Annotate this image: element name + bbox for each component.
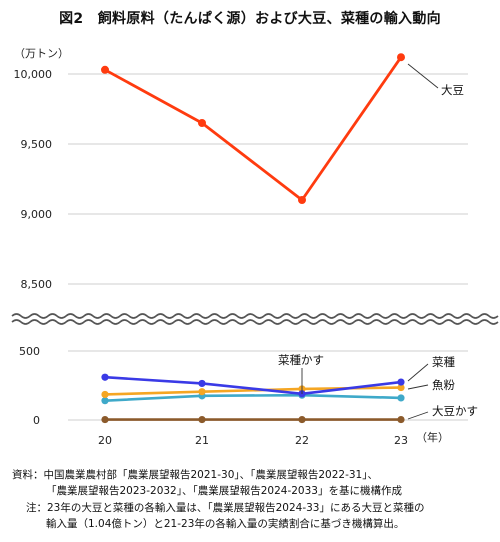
note-line-1: 注：23年の大豆と菜種の各輸入量は、「農業展望報告2024-33」にある大豆と菜…	[26, 502, 425, 514]
x-tick-label: 21	[195, 434, 209, 447]
data-point	[198, 379, 206, 388]
axis-break-band	[12, 314, 498, 324]
y-tick-label: 10,000	[14, 68, 53, 81]
label-rapeseed: 菜種	[432, 355, 455, 369]
y-tick-label: 9,500	[21, 138, 53, 151]
leader-line	[407, 363, 429, 382]
label-soy: 大豆	[441, 83, 464, 97]
series-line-1	[104, 375, 402, 396]
data-point	[101, 373, 109, 381]
data-point	[298, 196, 306, 204]
label-fishmeal: 魚粉	[432, 378, 455, 392]
source-line-2: 「農業展望報告2023-2032」、「農業展望報告2024-2033」を基に機構…	[46, 485, 402, 497]
chart-title: 図2 飼料原料（たんぱく源）および大豆、菜種の輸入動向	[59, 11, 441, 27]
data-point	[101, 415, 109, 424]
data-point	[198, 119, 206, 127]
y-axis-unit-label: （万トン）	[14, 47, 69, 60]
y-tick-label: 500	[19, 345, 40, 358]
series-lines	[101, 53, 405, 424]
label-rapeseed-meal: 菜種かす	[278, 353, 324, 367]
grid	[68, 73, 468, 421]
data-point	[298, 415, 306, 424]
data-point	[397, 53, 405, 62]
data-point	[397, 378, 405, 386]
series-line-0	[104, 56, 403, 202]
source-line-1: 資料：中国農業農村部「農業展望報告2021-30」、「農業展望報告2022-31…	[12, 469, 378, 481]
leader-line	[407, 411, 429, 420]
data-point	[198, 388, 206, 396]
leader-line	[407, 384, 429, 390]
y-tick-label: 9,000	[21, 208, 53, 221]
data-point	[101, 397, 109, 405]
axis-break-wave-bottom	[11, 319, 499, 325]
y-tick-label: 0	[33, 414, 40, 427]
data-point	[397, 415, 405, 424]
y-tick-label: 8,500	[21, 278, 53, 291]
x-tick-label: 22	[295, 434, 309, 447]
note-line-2: 輸入量（1.04億トン）と21-23年の各輸入量の実績割合に基づき機構算出。	[46, 518, 405, 530]
x-tick-label: 23	[394, 434, 408, 447]
data-point	[397, 394, 405, 402]
axes: （万トン） 10,000 9,500 9,000 8,500 500 0 20 21 22 23 （年…	[11, 47, 499, 447]
leader-line	[407, 63, 439, 89]
data-point	[198, 415, 206, 424]
axis-break-wave-top	[11, 313, 499, 319]
data-point	[397, 383, 405, 392]
x-tick-label: 20	[98, 434, 112, 447]
label-soy-meal: 大豆かす	[432, 404, 478, 418]
data-point	[101, 65, 109, 74]
series-line-3	[104, 393, 402, 402]
data-point	[101, 390, 109, 399]
x-axis-unit-label: （年）	[416, 430, 449, 444]
